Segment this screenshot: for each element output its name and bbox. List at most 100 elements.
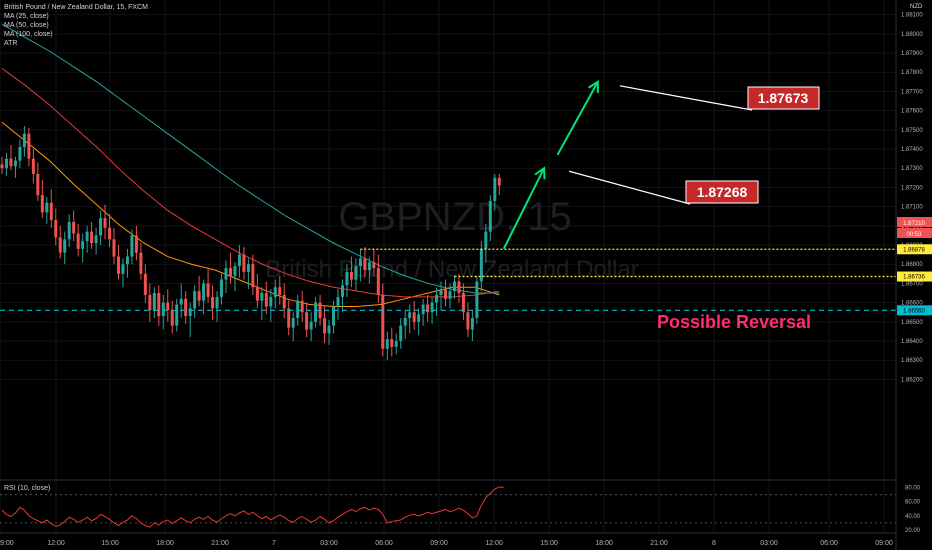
time-tick-0: 9:00 [0, 540, 14, 547]
candle-body-14 [63, 239, 67, 253]
time-axis[interactable]: 9:00 12:00 15:00 18:00 21:00 7 03:00 06:00 09:00… [0, 540, 893, 547]
callout-pointer-2 [619, 85, 753, 111]
time-tick-16: 09:00 [875, 540, 893, 547]
candle-body-94 [421, 304, 425, 315]
ma-line-2 [1, 23, 500, 294]
candle-body-17 [76, 233, 80, 249]
candle-body-12 [54, 220, 58, 238]
candle-body-96 [430, 302, 434, 313]
candle-body-42 [188, 308, 192, 317]
candle-body-101 [452, 281, 456, 292]
indicator-ma100[interactable]: MA (100, close) [4, 31, 53, 38]
candle-body-81 [363, 258, 367, 270]
support-tag [897, 305, 932, 316]
candle-body-55 [246, 264, 250, 272]
candle-body-30 [134, 235, 138, 253]
time-tick-5: 7 [272, 540, 276, 547]
time-tick-8: 09:00 [430, 540, 448, 547]
candle-body-21 [94, 235, 98, 244]
rsi-tick-1: 60.00 [905, 500, 921, 506]
indicator-ma25[interactable]: MA (25, close) [4, 13, 49, 20]
candle-body-1 [4, 158, 8, 169]
candle-body-2 [9, 158, 13, 167]
watermark-name: British Pound / New Zealand Dollar [265, 256, 639, 283]
time-tick-7: 06:00 [375, 540, 393, 547]
candle-body-53 [237, 254, 241, 267]
level-upper-tag [897, 244, 932, 255]
candle-body-19 [85, 231, 89, 242]
candle-body-109 [488, 200, 492, 232]
candle-body-67 [300, 300, 304, 313]
candle-body-20 [90, 231, 94, 244]
candle-body-13 [58, 237, 62, 253]
rsi-title[interactable]: RSI (10, close) [4, 485, 51, 492]
candle-body-84 [376, 268, 380, 295]
candle-body-83 [372, 262, 376, 269]
arrow-1-shaft [502, 167, 545, 250]
price-tick-5: 1.87600 [901, 109, 923, 115]
candle-body-25 [112, 239, 116, 257]
rsi-panel: 80.00 60.00 40.00 20.00 [0, 486, 921, 534]
currency-label: NZD [910, 4, 923, 10]
candle-body-0 [0, 164, 4, 169]
candle-body-108 [484, 231, 488, 249]
time-tick-3: 18:00 [156, 540, 174, 547]
candle-body-11 [49, 202, 53, 221]
candle-body-51 [228, 268, 232, 276]
callout-text-2: 1.87673 [758, 90, 809, 106]
candle-body-8 [36, 174, 40, 196]
candle-body-35 [157, 293, 161, 317]
indicator-ma50[interactable]: MA (50, close) [4, 22, 49, 29]
candle-body-72 [323, 318, 327, 334]
candle-body-22 [99, 218, 103, 236]
candle-body-92 [412, 312, 416, 322]
candle-body-46 [206, 283, 210, 297]
time-tick-11: 18:00 [595, 540, 613, 547]
horizontal-levels[interactable] [0, 248, 896, 311]
price-tick-17: 1.86400 [901, 339, 923, 345]
target-callout-1[interactable]: 1.87268 [568, 170, 759, 205]
time-tick-2: 15:00 [101, 540, 119, 547]
candles[interactable] [0, 126, 501, 361]
candle-body-106 [475, 281, 479, 318]
candle-body-50 [224, 268, 228, 280]
candle-body-59 [264, 293, 268, 307]
time-tick-13: 8 [712, 540, 716, 547]
candle-body-36 [161, 302, 165, 317]
candle-body-28 [125, 256, 129, 265]
candle-body-97 [435, 294, 439, 303]
candle-body-62 [278, 287, 282, 295]
candle-body-89 [399, 325, 403, 342]
candle-body-26 [116, 256, 120, 274]
candle-body-44 [197, 291, 201, 301]
rsi-line [1, 486, 504, 528]
ma-line-1 [1, 67, 500, 298]
candle-body-45 [202, 283, 206, 301]
candle-body-98 [439, 289, 443, 295]
candle-body-37 [166, 302, 170, 311]
candle-body-93 [417, 314, 421, 322]
candle-body-74 [332, 306, 336, 326]
symbol-title[interactable]: British Pound / New Zealand Dollar, 15, … [4, 4, 148, 11]
price-axis[interactable]: 1.88100 1.88000 1.87900 1.87800 1.87700 1.876… [901, 13, 923, 384]
arrows[interactable] [502, 80, 599, 250]
price-tick-2: 1.87900 [901, 51, 923, 57]
candle-body-79 [354, 266, 358, 280]
time-tick-4: 21:00 [211, 540, 229, 547]
candle-body-41 [184, 298, 188, 317]
target-callout-2[interactable]: 1.87673 [619, 85, 820, 111]
indicator-atr[interactable]: ATR [4, 40, 18, 47]
candle-body-54 [242, 254, 246, 272]
time-tick-9: 12:00 [485, 540, 503, 547]
candle-body-43 [193, 291, 197, 309]
candle-body-52 [233, 266, 237, 276]
level-lower-tag [897, 271, 932, 282]
candle-body-91 [408, 312, 412, 318]
arrow-1-head [534, 166, 546, 180]
candle-body-88 [394, 341, 398, 347]
price-tick-3: 1.87800 [901, 70, 923, 76]
countdown-text: 00:53 [906, 232, 922, 238]
candle-body-77 [345, 271, 349, 286]
candle-body-70 [314, 302, 318, 322]
